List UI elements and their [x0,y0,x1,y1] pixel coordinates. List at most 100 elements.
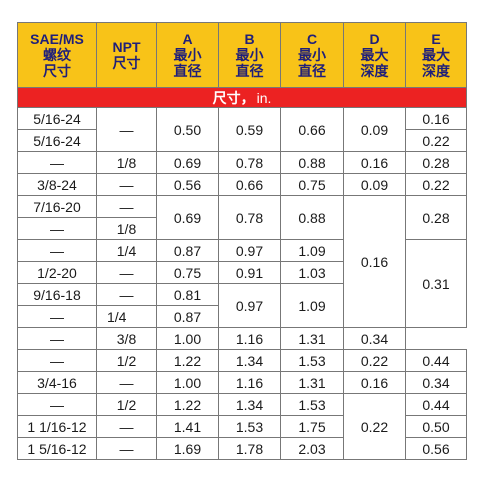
header-sae-ms-thread-size: SAE/MS 螺纹 尺寸 [17,22,97,88]
header-text: A [182,31,193,47]
cell-npt: 1/4 [96,305,157,328]
header-row: SAE/MS 螺纹 尺寸 NPT 尺寸 A 最小 直径 B 最小 直径 C 最小… [17,22,467,88]
cell-d: 0.16 [343,195,406,328]
cell-e: 0.50 [405,415,467,438]
cell-b: 1.16 [218,327,281,350]
cell-a: 0.69 [156,151,219,174]
table-row: — 1/2 1.22 1.34 1.53 0.22 0.44 [17,349,467,372]
header-text: 深度 [360,63,389,79]
cell-c: 0.88 [280,195,344,240]
cell-b: 0.97 [218,239,281,262]
cell-sae: 3/4-16 [17,371,97,394]
cell-npt: 1/8 [96,217,157,240]
port-dimension-table: SAE/MS 螺纹 尺寸 NPT 尺寸 A 最小 直径 B 最小 直径 C 最小… [17,22,467,460]
cell-c: 2.03 [280,437,344,460]
cell-npt: — [96,173,157,196]
header-text: 直径 [298,63,326,79]
cell-a: 1.00 [156,371,219,394]
cell-npt: — [96,195,157,218]
cell-sae: — [17,327,97,350]
cell-sae: 1/2-20 [17,261,97,284]
spec-table-container: SAE/MS 螺纹 尺寸 NPT 尺寸 A 最小 直径 B 最小 直径 C 最小… [17,22,467,460]
cell-sae: — [17,393,97,416]
cell-e: 0.31 [405,239,467,328]
table-row: 3/4-16 — 1.00 1.16 1.31 0.16 0.34 [17,371,467,394]
cell-b: 1.34 [218,349,281,372]
cell-sae: 3/8-24 [17,173,97,196]
cell-npt: — [96,371,157,394]
cell-npt: 1/2 [96,349,157,372]
cell-c: 1.03 [280,261,344,284]
header-text: 最大 [360,47,389,63]
header-text: 最小 [173,47,202,63]
cell-npt: 1/8 [96,151,157,174]
cell-sae: 5/16-24 [17,107,97,130]
cell-sae: — [17,151,97,174]
header-e-max-depth: E 最大 深度 [405,22,467,88]
cell-a: 1.22 [156,393,219,416]
table-row: 9/16-18 — 0.81 0.97 1.09 [17,283,467,328]
header-text: 最大 [422,47,450,63]
cell-sae: 5/16-24 [17,129,97,152]
header-text: C [306,31,318,47]
cell-npt: — [96,437,157,460]
cell-a: 1.69 [156,437,219,460]
units-band-unit: in. [256,89,272,106]
header-text: 直径 [173,63,202,79]
units-band-label: 尺寸， [212,89,255,106]
cell-a: 1.41 [156,415,219,438]
cell-a: 0.87 [156,239,219,262]
cell-npt: 3/8 [96,327,157,350]
table-row: 1 1/16-12 — 1.41 1.53 1.75 0.50 [17,415,467,438]
cell-c: 1.75 [280,415,344,438]
cell-npt: — [96,283,157,306]
header-text: 深度 [422,63,450,79]
table-row: — 1/2 1.22 1.34 1.53 0.22 0.44 [17,393,467,460]
cell-e: 0.34 [343,327,406,350]
cell-a: 0.50 [156,107,219,152]
table-row: — 1/4 0.87 [17,305,467,328]
cell-e: 0.44 [405,393,467,416]
cell-d: 0.22 [343,393,406,460]
header-text: D [369,31,380,47]
cell-b: 1.34 [218,393,281,416]
cell-b: 0.78 [218,151,281,174]
cell-c: 1.31 [280,327,344,350]
cell-d: 0.16 [343,371,406,394]
cell-b: 0.66 [218,173,281,196]
table-row: — 1/8 0.69 0.78 0.88 0.16 0.28 [17,151,467,174]
cell-b: 0.91 [218,261,281,284]
cell-e: 0.56 [405,437,467,460]
cell-a: 0.56 [156,173,219,196]
header-npt-size: NPT 尺寸 [96,22,157,88]
header-text: SAE/MS [30,31,84,47]
units-band: 尺寸， in. [17,87,467,108]
cell-b: 1.16 [218,371,281,394]
cell-a: 1.22 [156,349,219,372]
cell-npt: 1/2 [96,393,157,416]
cell-e: 0.22 [405,129,467,152]
cell-a: 0.75 [156,261,219,284]
table-row: — 3/8 1.00 1.16 1.31 0.34 [17,327,467,350]
header-text: 螺纹 [43,47,71,63]
cell-c: 0.75 [280,173,344,196]
cell-a: 0.69 [156,195,219,240]
table-row: 5/16-24 — 0.50 0.59 0.66 0.09 0.16 [17,107,467,152]
header-text: 尺寸 [43,63,71,79]
header-text: NPT [112,39,141,55]
cell-sae: — [17,217,97,240]
header-text: 最小 [235,47,264,63]
cell-sae: 1 1/16-12 [17,415,97,438]
header-text: 最小 [298,47,326,63]
units-band-row: 尺寸， in. [17,87,467,108]
header-b-min-diameter: B 最小 直径 [218,22,281,88]
cell-b: 0.78 [218,195,281,240]
cell-sae: — [17,349,97,372]
cell-sae: 1 5/16-12 [17,437,97,460]
cell-e: 0.28 [405,151,467,174]
table-row: 7/16-20 — 0.69 0.78 0.88 0.16 0.28 [17,195,467,328]
cell-a: 1.00 [156,327,219,350]
table-row: 1/2-20 — 0.75 0.91 1.03 [17,261,467,284]
cell-c: 1.53 [280,349,344,372]
cell-b: 1.53 [218,415,281,438]
